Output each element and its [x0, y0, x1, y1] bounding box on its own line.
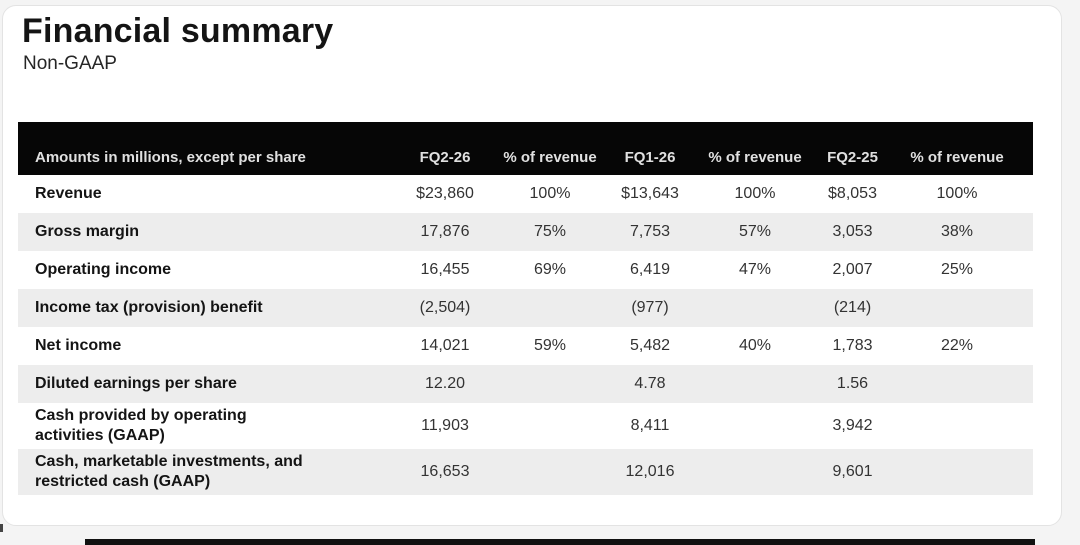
- table-row-net-income: Net income 14,021 59% 5,482 40% 1,783 22…: [18, 327, 1033, 365]
- cell: (2,504): [419, 299, 471, 316]
- cell: 16,455: [420, 261, 470, 278]
- cell: [500, 449, 600, 495]
- cell: [500, 289, 600, 327]
- cell: 14,021: [420, 337, 470, 354]
- cell: 16,653: [420, 463, 470, 480]
- row-label: Operating income: [35, 261, 172, 279]
- cell: 12,016: [625, 463, 675, 480]
- cell: 3,942: [832, 417, 873, 434]
- cell: 12.20: [424, 375, 466, 392]
- cell: 1.56: [836, 375, 869, 392]
- cell: [895, 449, 1033, 495]
- cell: [500, 403, 600, 449]
- financial-summary-table: Amounts in millions, except per share FQ…: [18, 122, 1033, 495]
- column-header-fq1-26: FQ1-26: [624, 149, 676, 166]
- column-header-pct-revenue-3: % of revenue: [910, 149, 1004, 166]
- cell: 6,419: [629, 261, 671, 278]
- cell: 1,783: [832, 337, 873, 354]
- column-header-amounts: Amounts in millions, except per share: [35, 149, 306, 166]
- cell: [895, 289, 1033, 327]
- table-row-diluted-eps: Diluted earnings per share 12.20 4.78 1.…: [18, 365, 1033, 403]
- table-row-cash-operating: Cash provided by operating activities (G…: [18, 403, 1033, 449]
- cell: (977): [631, 299, 669, 316]
- table-row-operating-income: Operating income 16,455 69% 6,419 47% 2,…: [18, 251, 1033, 289]
- cell: $8,053: [828, 185, 877, 202]
- table-row-revenue: Revenue $23,860 100% $13,643 100% $8,053…: [18, 175, 1033, 213]
- cell: 100%: [936, 185, 978, 202]
- cell: 75%: [533, 223, 567, 240]
- cell: 3,053: [832, 223, 873, 240]
- cell: 4.78: [634, 375, 666, 392]
- row-label: Cash, marketable investments, and restri…: [35, 453, 303, 490]
- cell: [500, 365, 600, 403]
- column-header-fq2-26: FQ2-26: [419, 149, 471, 166]
- cell: 11,903: [421, 417, 469, 434]
- row-label: Gross margin: [35, 223, 140, 241]
- cell: 8,411: [630, 417, 670, 434]
- table-header-row: Amounts in millions, except per share FQ…: [18, 122, 1033, 175]
- cell: 69%: [533, 261, 567, 278]
- cell: [700, 365, 810, 403]
- cell: 100%: [529, 185, 571, 202]
- column-header-fq2-25: FQ2-25: [827, 149, 878, 166]
- slide-panel: [2, 5, 1062, 526]
- cell: [700, 289, 810, 327]
- row-label: Net income: [35, 337, 122, 355]
- cell: (214): [833, 299, 872, 316]
- page-title: Financial summary: [22, 12, 334, 50]
- row-label: Cash provided by operating activities (G…: [35, 407, 247, 444]
- cell: 47%: [738, 261, 772, 278]
- table-row-gross-margin: Gross margin 17,876 75% 7,753 57% 3,053 …: [18, 213, 1033, 251]
- cell: 17,876: [420, 223, 470, 240]
- table-row-income-tax: Income tax (provision) benefit (2,504) (…: [18, 289, 1033, 327]
- cell: 100%: [734, 185, 776, 202]
- column-header-pct-revenue-2: % of revenue: [708, 149, 802, 166]
- cell: 5,482: [629, 337, 671, 354]
- page-subtitle: Non-GAAP: [23, 53, 117, 74]
- cell: [700, 403, 810, 449]
- column-header-pct-revenue-1: % of revenue: [503, 149, 597, 166]
- cell: $13,643: [621, 185, 679, 202]
- row-label: Diluted earnings per share: [35, 375, 237, 393]
- table-row-cash-investments: Cash, marketable investments, and restri…: [18, 449, 1033, 495]
- cell: 25%: [940, 261, 974, 278]
- cell: 7,753: [629, 223, 671, 240]
- slide-footer-bar: [85, 539, 1035, 545]
- cell: 57%: [738, 223, 772, 240]
- cell: 9,601: [832, 463, 873, 480]
- cell: [895, 365, 1033, 403]
- row-label: Income tax (provision) benefit: [35, 299, 263, 317]
- cell: 2,007: [832, 261, 873, 278]
- cell: $23,860: [416, 185, 474, 202]
- row-label: Revenue: [35, 185, 102, 203]
- cell: 38%: [940, 223, 974, 240]
- cell: [895, 403, 1033, 449]
- cell: 59%: [533, 337, 567, 354]
- cell: 22%: [940, 337, 974, 354]
- cell: 40%: [738, 337, 772, 354]
- cell: [700, 449, 810, 495]
- screen-edge-artifact: [0, 524, 3, 532]
